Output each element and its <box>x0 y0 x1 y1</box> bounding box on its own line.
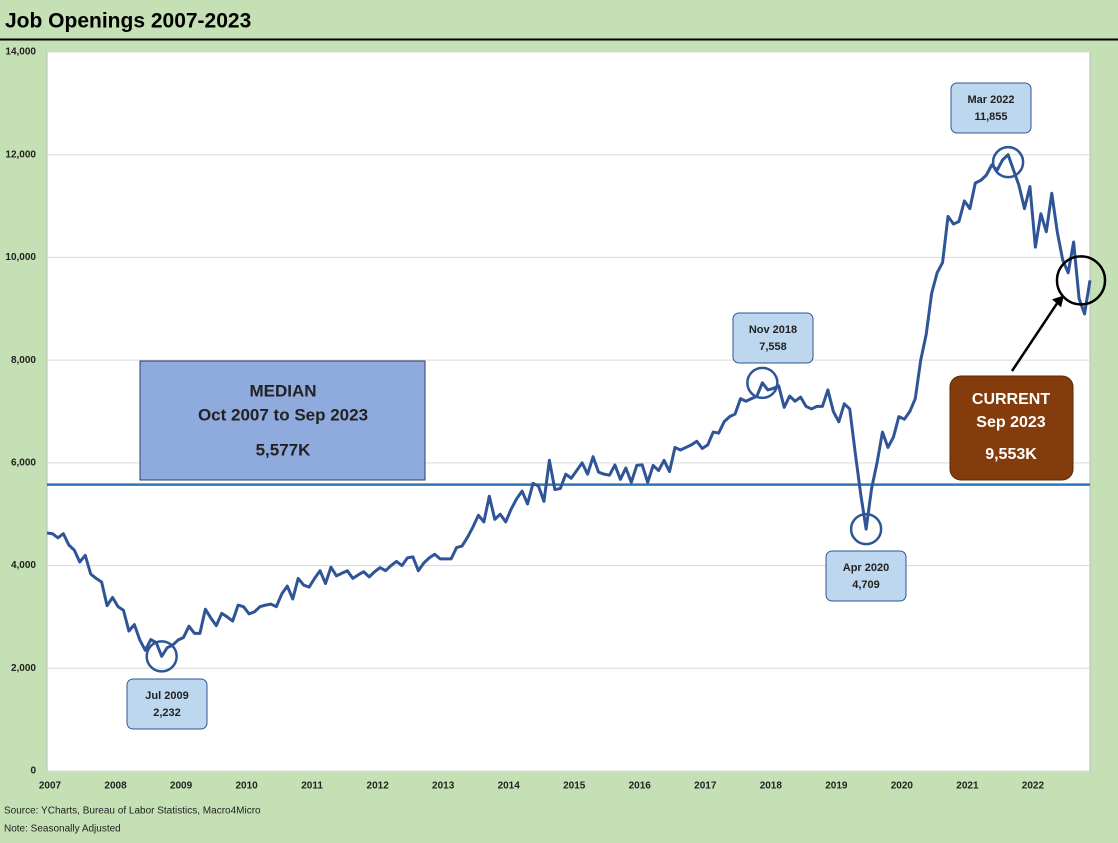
data-line <box>46 153 1092 658</box>
y-tick-label: 14,000 <box>5 47 36 58</box>
annotation-circle <box>746 366 779 400</box>
median-text: Oct 2007 to Sep 2023 <box>198 405 368 424</box>
x-tick-label: 2010 <box>235 781 258 792</box>
current-text: 9,553K <box>985 446 1037 463</box>
y-tick-label: 0 <box>30 766 36 777</box>
x-tick-label: 2013 <box>432 781 455 792</box>
arrow-head <box>1052 295 1064 308</box>
annotation-circle <box>991 145 1025 179</box>
x-tick-label: 2007 <box>39 781 62 792</box>
median-text: MEDIAN <box>249 381 316 400</box>
current-circle <box>1055 255 1107 306</box>
y-tick-label: 10,000 <box>5 252 36 263</box>
x-tick-label: 2021 <box>956 781 979 792</box>
current-text: Sep 2023 <box>976 414 1045 431</box>
x-tick-label: 2014 <box>498 781 521 792</box>
x-tick-label: 2022 <box>1022 781 1045 792</box>
x-tick-label: 2012 <box>367 781 390 792</box>
x-tick-label: 2009 <box>170 781 193 792</box>
x-tick-label: 2015 <box>563 781 586 792</box>
chart-title: Job Openings 2007-2023 <box>5 10 251 33</box>
x-tick-label: 2011 <box>301 781 323 792</box>
callout-box <box>732 312 814 364</box>
callout-box <box>950 82 1032 134</box>
y-tick-label: 4,000 <box>11 560 36 571</box>
current-box <box>949 375 1074 481</box>
callout-label: Jul 2009 <box>145 690 188 702</box>
x-tick-label: 2008 <box>104 781 127 792</box>
x-tick-label: 2016 <box>629 781 652 792</box>
callout-value: 7,558 <box>759 341 787 353</box>
median-box <box>139 360 426 481</box>
callout-box <box>825 550 907 602</box>
annotation-circle <box>849 512 883 546</box>
y-tick-label: 2,000 <box>11 663 36 674</box>
annotation-circle <box>145 640 178 673</box>
x-tick-label: 2018 <box>760 781 783 792</box>
note: Note: Seasonally Adjusted <box>4 824 121 835</box>
callout-value: 11,855 <box>974 111 1007 123</box>
y-tick-label: 6,000 <box>11 457 36 468</box>
callout-label: Mar 2022 <box>967 94 1014 106</box>
callout-value: 2,232 <box>153 707 181 719</box>
median-text: 5,577K <box>256 440 312 459</box>
callout-box <box>126 678 208 730</box>
x-tick-label: 2019 <box>825 781 848 792</box>
current-arrow <box>1010 299 1061 372</box>
source: Source: YCharts, Bureau of Labor Statist… <box>4 806 261 817</box>
x-tick-label: 2017 <box>694 781 717 792</box>
y-tick-label: 12,000 <box>5 149 36 160</box>
y-tick-label: 8,000 <box>11 355 36 366</box>
current-text: CURRENT <box>972 391 1050 408</box>
callout-label: Apr 2020 <box>843 562 889 574</box>
x-tick-label: 2020 <box>891 781 914 792</box>
callout-value: 4,709 <box>852 579 880 591</box>
callout-label: Nov 2018 <box>749 324 797 336</box>
